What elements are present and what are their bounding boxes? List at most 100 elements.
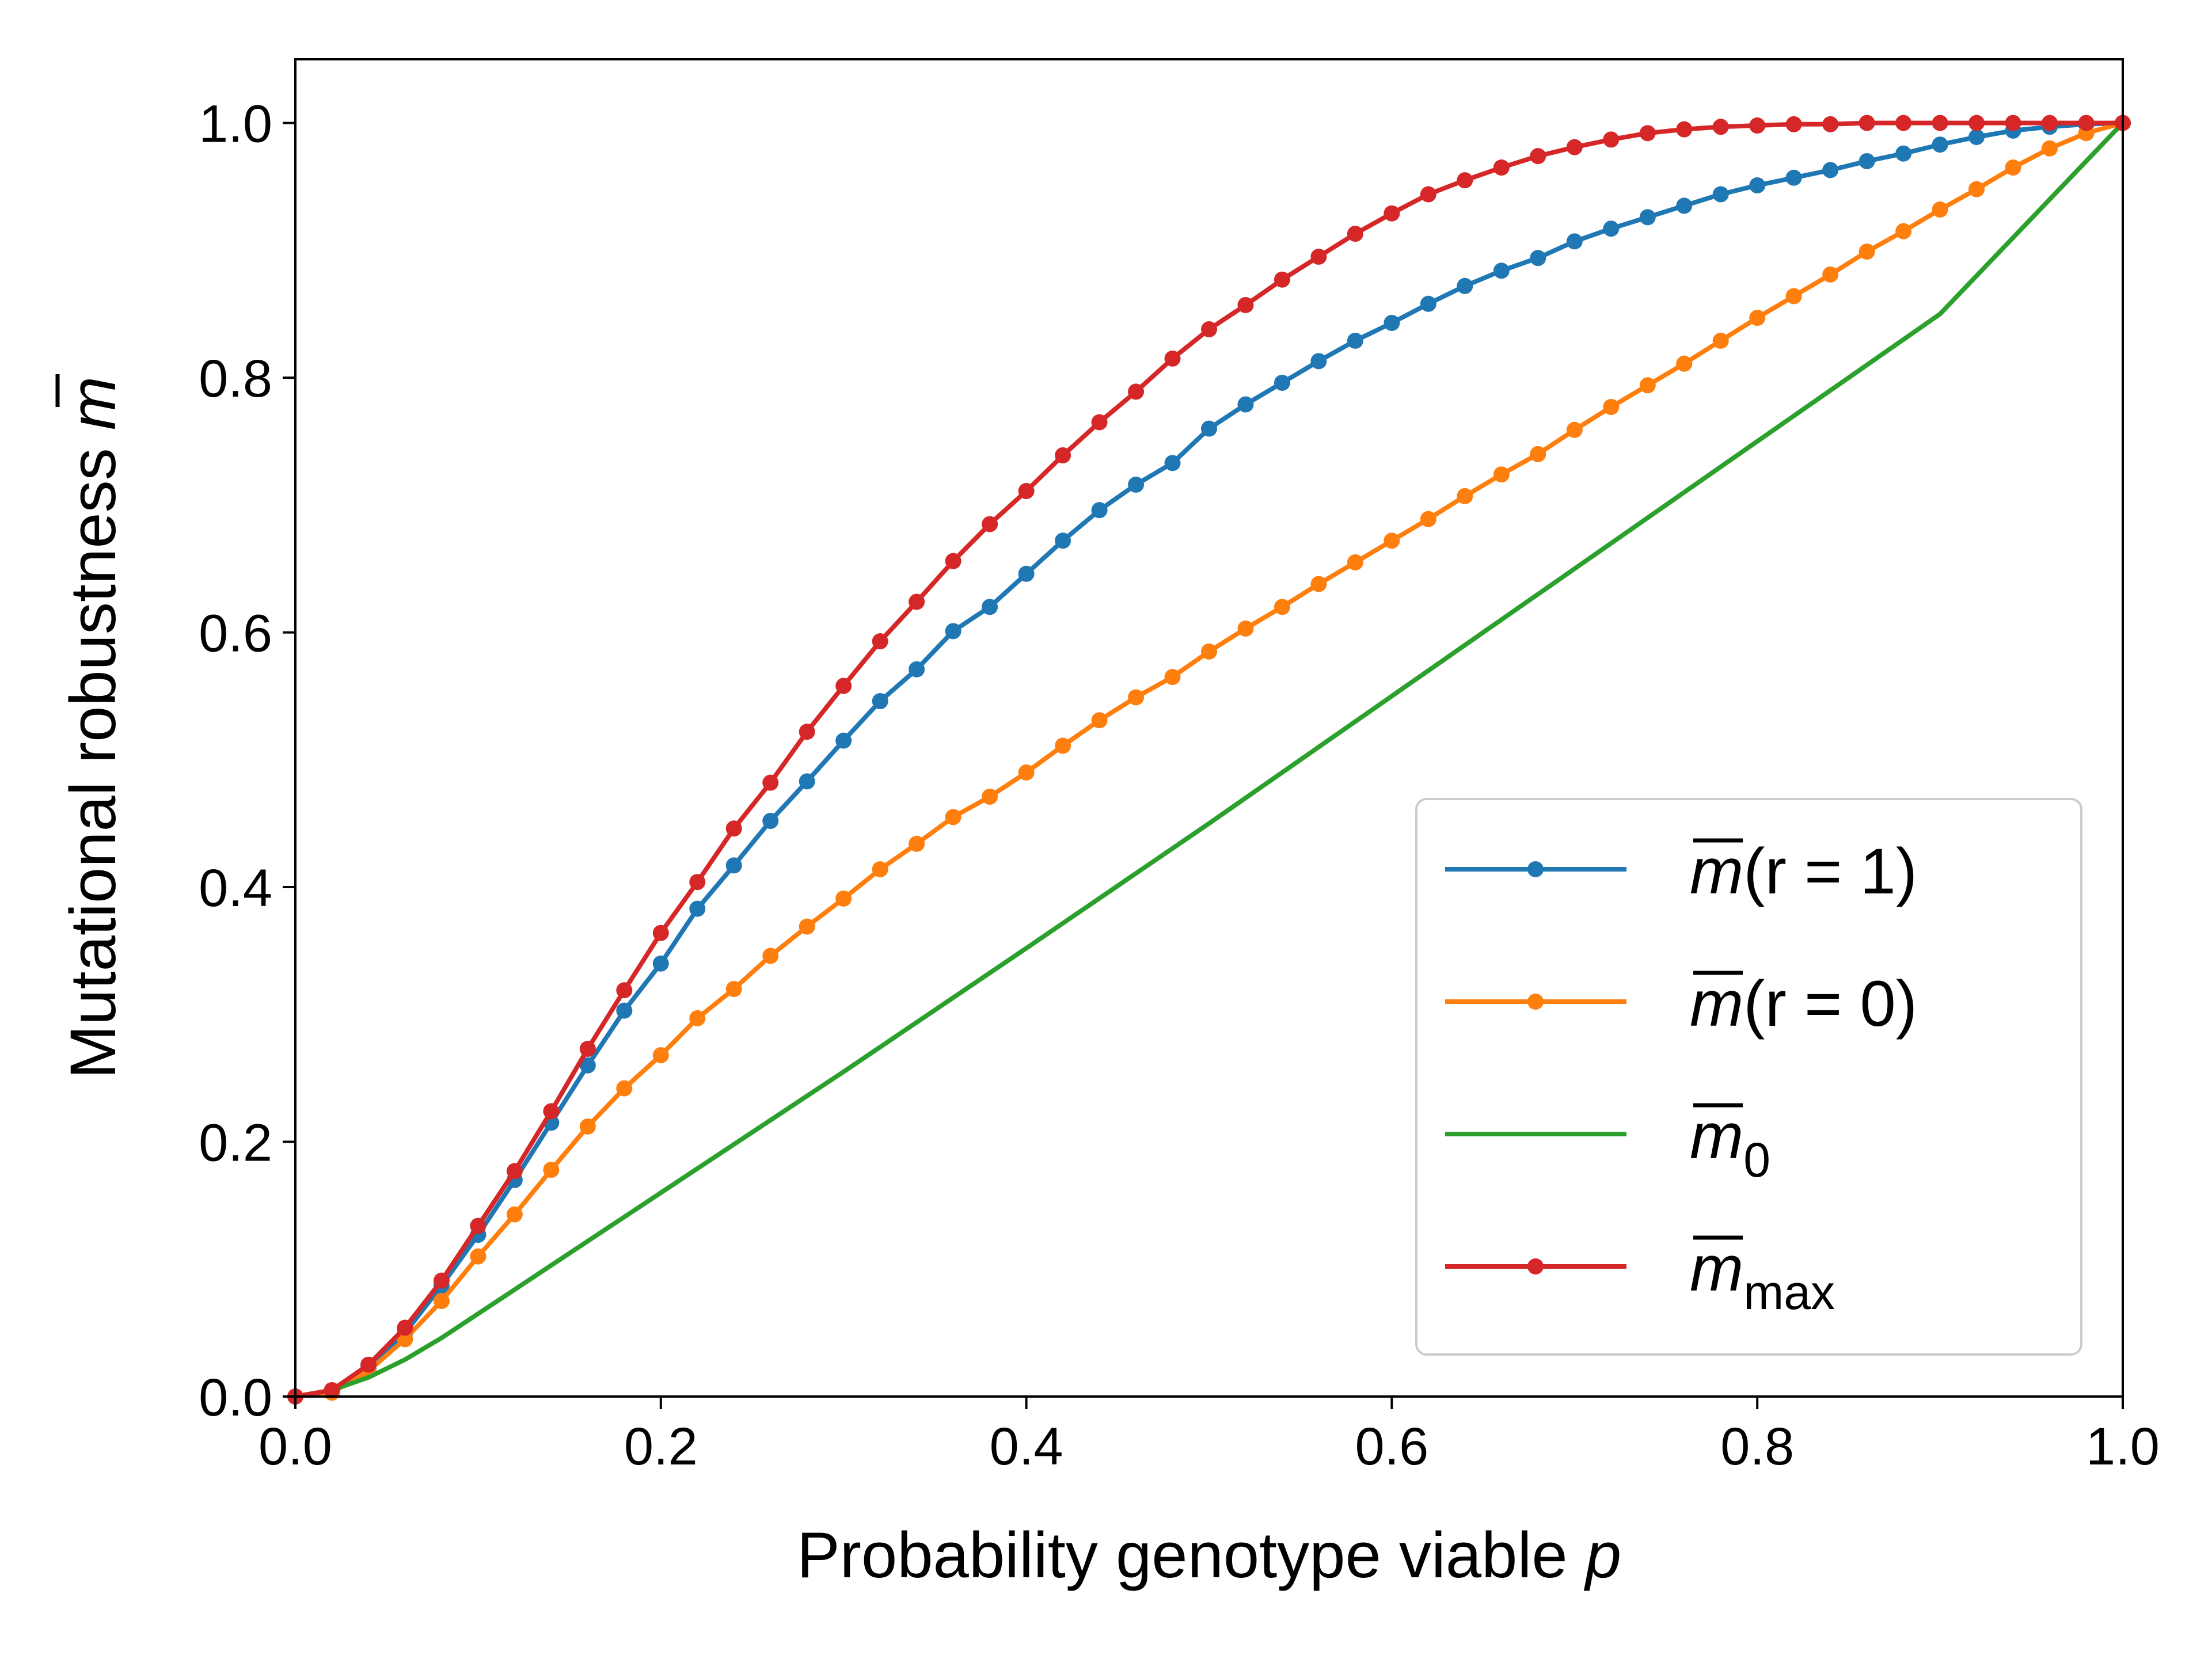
series-3-point bbox=[1822, 116, 1839, 132]
series-3-point bbox=[1420, 186, 1436, 203]
series-0-point bbox=[1493, 262, 1510, 279]
series-0-point bbox=[1237, 396, 1254, 413]
series-1-point bbox=[1420, 511, 1436, 527]
series-1-point bbox=[689, 1010, 706, 1026]
series-0-point bbox=[579, 1057, 596, 1074]
series-3-point bbox=[1712, 119, 1729, 135]
series-0-point bbox=[1968, 128, 1985, 145]
series-3-point bbox=[872, 633, 888, 650]
series-3-point bbox=[1457, 172, 1473, 189]
series-3-point bbox=[2042, 115, 2058, 131]
svg-text:Mutational robustness m: Mutational robustness m bbox=[57, 376, 129, 1079]
x-tick-label: 0.2 bbox=[624, 1417, 698, 1476]
series-1-point bbox=[909, 835, 925, 852]
series-3-point bbox=[324, 1382, 340, 1398]
series-0-point bbox=[909, 661, 925, 678]
series-1 bbox=[287, 115, 2131, 1405]
series-1-point bbox=[1566, 421, 1583, 438]
series-1-point bbox=[1858, 244, 1875, 260]
legend-label: m0 bbox=[1690, 1100, 1770, 1187]
series-3-point bbox=[689, 874, 706, 891]
series-1-point bbox=[1347, 554, 1363, 570]
legend-entry: mmax bbox=[1445, 1232, 1835, 1319]
series-3-point bbox=[1566, 139, 1583, 155]
series-1-point bbox=[1091, 712, 1108, 729]
series-3-point bbox=[1603, 131, 1620, 148]
series-2 bbox=[295, 121, 2124, 1399]
series-3-point bbox=[1858, 115, 1875, 131]
series-3-point bbox=[1895, 115, 1912, 131]
series-3-point bbox=[945, 553, 961, 569]
series-1-point bbox=[1493, 466, 1510, 483]
plot-frame bbox=[294, 58, 2124, 1398]
legend-marker bbox=[1527, 994, 1544, 1010]
series-0-point bbox=[1712, 186, 1729, 203]
series-3-point bbox=[1493, 159, 1510, 176]
series-1-point bbox=[1201, 643, 1217, 660]
y-tick-label: 0.6 bbox=[199, 604, 272, 663]
series-1-point bbox=[506, 1206, 523, 1223]
series-0-point bbox=[1566, 233, 1583, 250]
series-1-point bbox=[762, 948, 779, 964]
series-0-point bbox=[1932, 136, 1948, 153]
series-3-point bbox=[616, 982, 633, 999]
series-0-point bbox=[725, 857, 742, 874]
series-0-point bbox=[1420, 295, 1436, 312]
legend-entry: m0 bbox=[1445, 1100, 1770, 1187]
series-1-point bbox=[543, 1162, 560, 1178]
y-tick-label: 0.8 bbox=[199, 349, 272, 408]
series-3-point bbox=[470, 1218, 487, 1234]
series-3-point bbox=[1749, 117, 1766, 134]
series-0-point bbox=[1347, 332, 1363, 349]
series-3-point bbox=[1055, 447, 1071, 464]
x-axis: 0.0 0.2 0.4 0.6 0.8 1.0 bbox=[259, 1397, 2160, 1476]
series-1-point bbox=[872, 861, 888, 878]
series-1-point bbox=[725, 981, 742, 998]
series-1-point bbox=[799, 918, 815, 935]
series-0-point bbox=[1639, 209, 1656, 226]
y-axis: 0.0 0.2 0.4 0.6 0.8 1.0 bbox=[199, 95, 295, 1427]
series-1-point bbox=[1164, 669, 1181, 686]
series-0-point bbox=[1384, 314, 1400, 331]
series-1-point bbox=[982, 788, 998, 805]
series-1-point bbox=[1895, 223, 1912, 239]
x-tick-label: 1.0 bbox=[2086, 1417, 2160, 1476]
series-3-point bbox=[1128, 383, 1145, 400]
series-0-point bbox=[1091, 502, 1108, 519]
series-3-point bbox=[799, 724, 815, 740]
series-0-point bbox=[945, 623, 961, 640]
series-0-point bbox=[762, 813, 779, 830]
series-3-point bbox=[652, 924, 669, 941]
series-1-point bbox=[1310, 576, 1327, 592]
series-1-point bbox=[1457, 488, 1473, 504]
series-0-point bbox=[1749, 177, 1766, 194]
series-3-point bbox=[1676, 121, 1693, 138]
series-1-point bbox=[579, 1118, 596, 1135]
series-1-point bbox=[1932, 201, 1948, 218]
series-0-point bbox=[1128, 476, 1145, 493]
series-1-point bbox=[1530, 446, 1546, 462]
series-3-point bbox=[835, 678, 852, 694]
series-0-point bbox=[1274, 374, 1290, 391]
legend-label: m(r = 0) bbox=[1690, 968, 1917, 1040]
series-1-point bbox=[433, 1293, 450, 1310]
series-1-point bbox=[1639, 377, 1656, 394]
series-3-point bbox=[982, 516, 998, 532]
series-3-point bbox=[1932, 115, 1948, 131]
series-3-point bbox=[2005, 115, 2021, 131]
series-2-line bbox=[295, 121, 2124, 1399]
series-3 bbox=[287, 115, 2131, 1405]
series-1-point bbox=[2042, 140, 2058, 157]
y-tick-label: 0.2 bbox=[199, 1114, 272, 1173]
series-3-point bbox=[397, 1319, 413, 1336]
series-1-point bbox=[1749, 310, 1766, 326]
legend-label: m(r = 1) bbox=[1690, 835, 1917, 907]
series-0-point bbox=[652, 955, 669, 972]
series-3-point bbox=[1237, 296, 1254, 313]
series-3-point bbox=[1347, 226, 1363, 242]
series-0 bbox=[287, 115, 2131, 1405]
series-3-point bbox=[1310, 248, 1327, 265]
series-3-point bbox=[1018, 482, 1035, 499]
legend: m(r = 1) m(r = 0) m0 mmax bbox=[1415, 798, 2082, 1356]
series-0-point bbox=[1822, 162, 1839, 178]
